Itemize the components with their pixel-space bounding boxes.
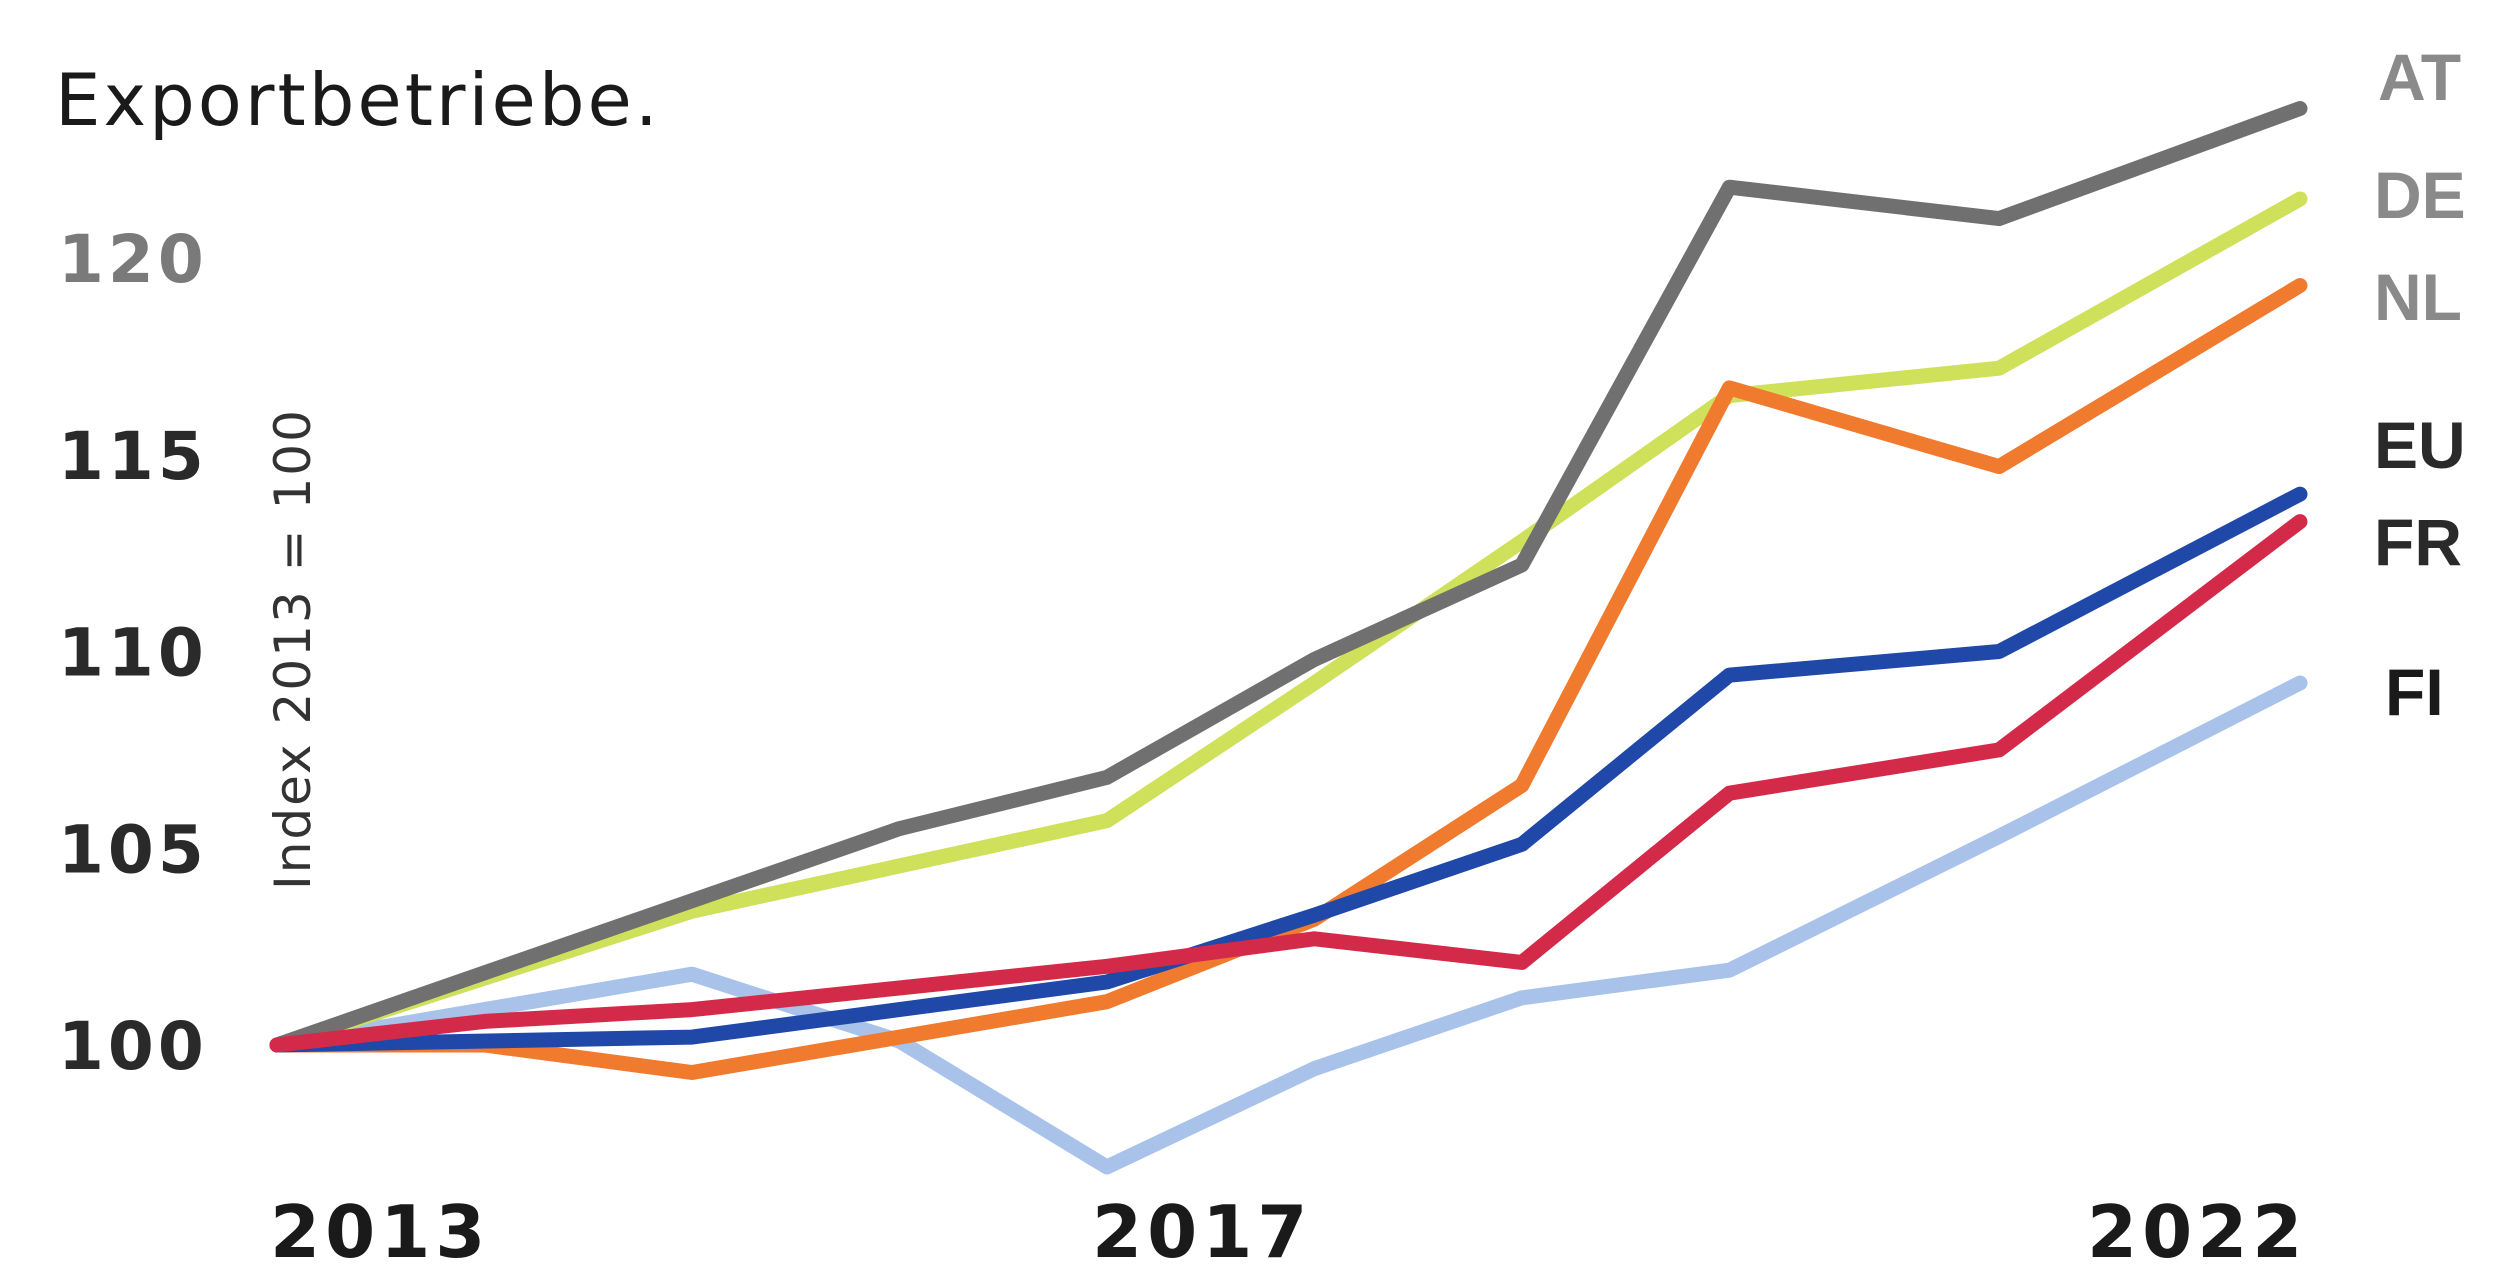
series-label-fr: FR — [2374, 505, 2462, 579]
y-tick-label: 105 — [58, 811, 208, 888]
chart-title: Exportbetriebe. — [55, 58, 661, 142]
series-label-nl: NL — [2374, 260, 2462, 334]
series-labels: AT DE NL EU FR FI — [2374, 40, 2466, 729]
series-line-at — [269, 101, 2308, 1053]
y-tick-label: 100 — [58, 1008, 208, 1085]
y-tick-label: 120 — [58, 221, 208, 298]
y-axis-label: Index 2013 = 100 — [264, 408, 322, 890]
series-line-eu — [269, 486, 2308, 1053]
series-label-de: DE — [2374, 158, 2466, 232]
y-tick-labels: 100 105 110 115 120 — [58, 221, 208, 1085]
y-tick-label: 115 — [58, 418, 208, 495]
x-tick-labels: 2013 2017 2022 — [270, 1190, 2307, 1272]
series-label-fi: FI — [2385, 655, 2444, 729]
x-tick-label: 2022 — [2087, 1190, 2307, 1272]
series-lines — [269, 101, 2308, 1175]
series-line-fr — [269, 514, 2308, 1053]
y-tick-label: 110 — [58, 615, 208, 692]
series-label-eu: EU — [2374, 408, 2466, 482]
series-label-at: AT — [2378, 40, 2461, 114]
x-tick-label: 2017 — [1092, 1190, 1312, 1272]
x-tick-label: 2013 — [270, 1190, 490, 1272]
